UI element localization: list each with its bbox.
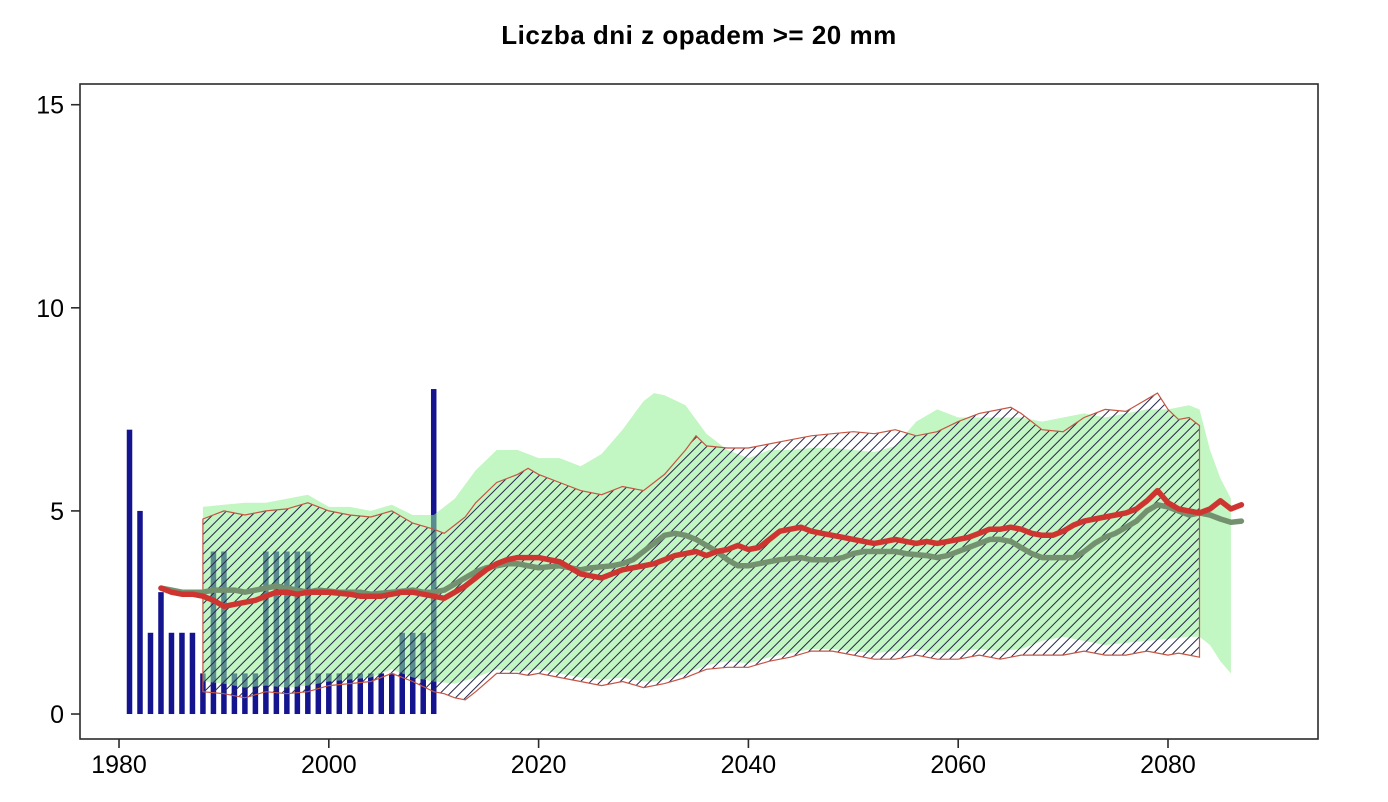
observation-bar	[147, 632, 154, 715]
observation-bar	[200, 673, 206, 715]
x-tick-label: 2040	[721, 751, 777, 779]
observation-bar	[368, 673, 374, 715]
y-tick-label: 15	[36, 92, 64, 120]
observation-bar	[158, 592, 164, 715]
plot-border	[79, 83, 1319, 740]
y-axis: 0 5 10 15	[36, 92, 80, 729]
y-tick-label: 10	[36, 295, 64, 323]
y-tick-label: 5	[50, 498, 64, 526]
observation-bar	[378, 673, 385, 715]
line-scenario-mean-green	[158, 502, 1245, 597]
observation-bar	[189, 632, 196, 715]
observation-bar	[315, 673, 322, 715]
x-axis: 1980 2000 2020 2040 2060 2080	[91, 739, 1196, 779]
chart-title: Liczba dni z opadem >= 20 mm	[501, 20, 897, 50]
observation-bar	[347, 673, 353, 715]
observation-bar	[126, 429, 133, 715]
y-tick-label: 0	[50, 701, 64, 729]
band-model-spread-hatched	[202, 392, 1201, 701]
observation-bar	[168, 632, 175, 715]
observation-bar	[389, 673, 395, 715]
line-scenario-mean-red	[158, 487, 1245, 610]
observation-bar	[336, 673, 343, 715]
x-tick-label: 2000	[301, 751, 357, 779]
x-tick-label: 2020	[511, 751, 567, 779]
observation-bar	[326, 673, 332, 715]
x-tick-label: 2080	[1140, 751, 1196, 779]
x-tick-label: 1980	[91, 751, 147, 779]
observation-bar	[357, 673, 364, 715]
observation-bar	[137, 510, 143, 715]
observation-bar	[179, 632, 185, 715]
x-tick-label: 2060	[930, 751, 986, 779]
